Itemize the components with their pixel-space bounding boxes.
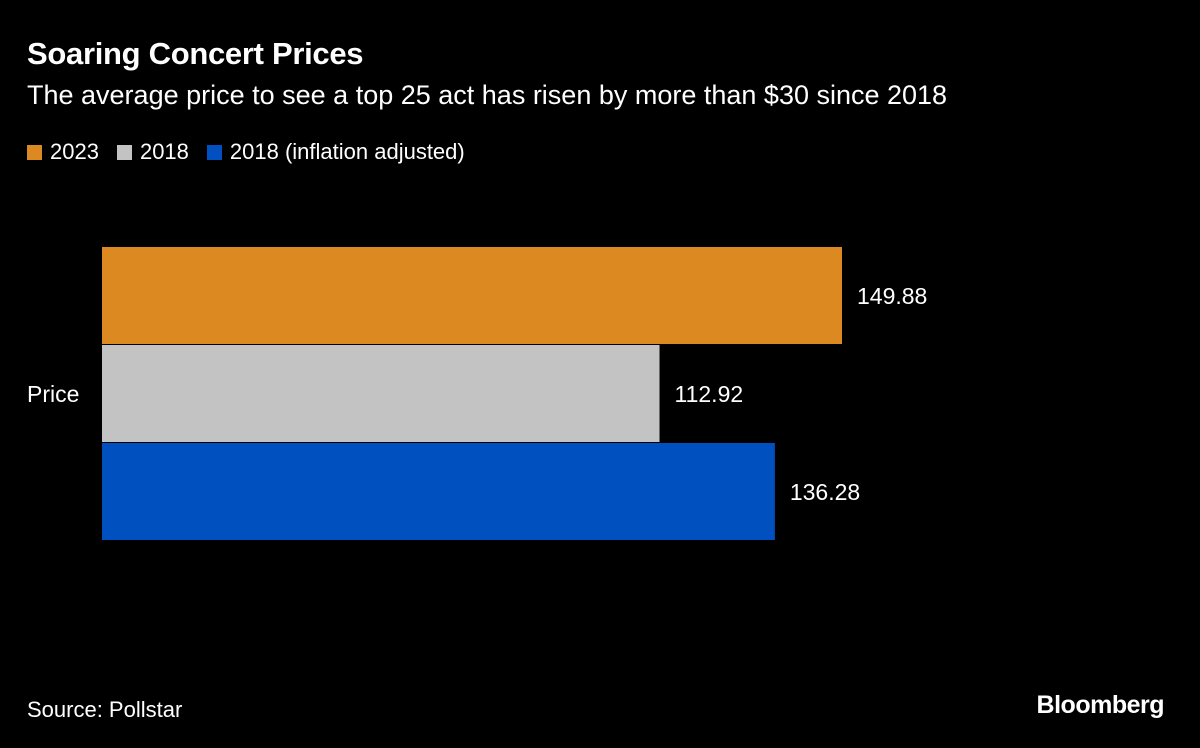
- legend-swatch-2023: [27, 144, 42, 160]
- legend-item-2018-inflation-adjusted: 2018 (inflation adjusted): [206, 139, 465, 165]
- bar-2023: [102, 247, 842, 344]
- data-label-2018-inflation-adjusted: 136.28: [790, 479, 860, 505]
- legend-swatch-2018-inflation-adjusted: [206, 144, 222, 160]
- legend-label-2018-inflation-adjusted: 2018 (inflation adjusted): [229, 139, 465, 164]
- bloomberg-logo: Bloomberg: [1036, 691, 1165, 719]
- chart-subtitle: The average price to see a top 25 act ha…: [27, 80, 948, 110]
- data-label-2023: 149.88: [857, 283, 927, 309]
- legend-swatch-2018: [116, 144, 132, 160]
- legend-item-2018: 2018: [116, 139, 189, 165]
- source-note: Source: Pollstar: [27, 697, 183, 722]
- legend-label-2018: 2018: [139, 139, 189, 164]
- category-label-price: Price: [27, 381, 79, 407]
- bar-2018: [102, 345, 660, 442]
- bar-2018-inflation-adjusted: [102, 443, 775, 540]
- chart-title: Soaring Concert Prices: [27, 36, 364, 71]
- data-label-2018: 112.92: [675, 381, 744, 407]
- legend-label-2023: 2023: [50, 139, 99, 164]
- legend: 2023 2018 2018 (inflation adjusted): [27, 139, 483, 165]
- legend-item-2023: 2023: [27, 139, 99, 165]
